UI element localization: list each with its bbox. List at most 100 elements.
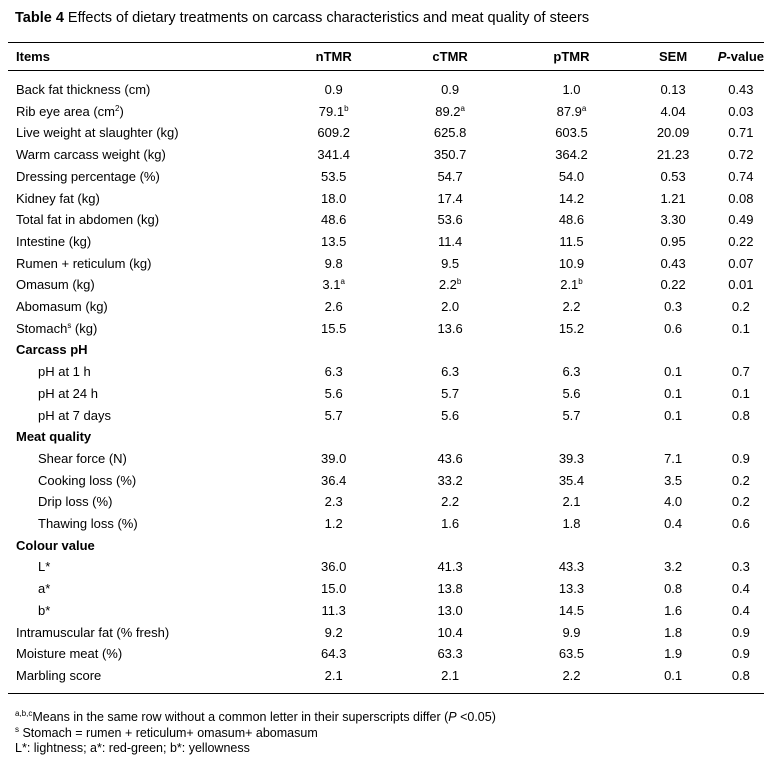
row-label-text: Intestine (kg) [16, 233, 92, 249]
cell-ntmr: 2.6 [282, 296, 386, 318]
table-row: Intestine (kg) 13.5 11.4 11.5 0.95 0.22 [8, 231, 764, 253]
cell-ntmr-value: 36.4 [321, 472, 347, 488]
cell-sem-value: 0.13 [660, 82, 686, 97]
cell-ntmr-value: 11.3 [321, 602, 346, 618]
cell-ptmr-value: 39.3 [558, 450, 585, 466]
cell-ptmr: 13.3 [515, 578, 629, 600]
row-label-suffix: ) [119, 103, 124, 119]
row-label-text: pH at 24 h [38, 385, 98, 401]
cell-ntmr: 53.5 [282, 166, 386, 188]
row-label-text: pH at 7 days [38, 407, 111, 423]
cell-pvalue: 0.07 [718, 253, 764, 275]
empty-cell [718, 535, 764, 557]
table-row: Abomasum (kg) 2.6 2.0 2.2 0.3 0.2 [8, 296, 764, 318]
cell-pvalue-value: 0.2 [731, 472, 750, 488]
cell-sem-value: 21.23 [656, 147, 690, 163]
table-label: Table 4 [15, 10, 64, 26]
row-label: Shear force (N) [8, 448, 282, 470]
empty-cell [386, 426, 515, 448]
cell-sem: 1.9 [628, 643, 717, 665]
row-label: Intestine (kg) [8, 231, 282, 253]
row-label: Rib eye area (cm2) [8, 101, 282, 123]
empty-cell [282, 535, 386, 557]
cell-sem-value: 0.53 [660, 168, 686, 184]
row-label-text: a* [38, 581, 51, 597]
cell-ntmr: 1.2 [282, 513, 386, 535]
table-row: L* 36.0 41.3 43.3 3.2 0.3 [8, 556, 764, 578]
table-row: Cooking loss (%) 36.4 33.2 35.4 3.5 0.2 [8, 470, 764, 492]
cell-ptmr: 87.9a [515, 101, 629, 123]
cell-sem: 0.8 [628, 578, 717, 600]
cell-ptmr-value: 54.0 [558, 168, 585, 184]
table-row: pH at 1 h 6.3 6.3 6.3 0.1 0.7 [8, 361, 764, 383]
cell-pvalue: 0.3 [718, 556, 764, 578]
row-label-superscript: 2 [114, 103, 120, 113]
cell-pvalue-value: 0.7 [731, 364, 750, 380]
row-label: Thawing loss (%) [8, 513, 282, 535]
table-row: Shear force (N) 39.0 43.6 39.3 7.1 0.9 [8, 448, 764, 470]
cell-ctmr-value: 2.0 [441, 299, 460, 315]
cell-pvalue: 0.2 [718, 491, 764, 513]
empty-cell [718, 426, 764, 448]
cell-sem-value: 0.3 [664, 299, 683, 315]
cell-sem-value: 4.04 [660, 103, 686, 119]
row-label: Cooking loss (%) [8, 470, 282, 492]
cell-pvalue: 0.6 [718, 513, 764, 535]
row-label: Intramuscular fat (% fresh) [8, 622, 282, 644]
cell-pvalue: 0.01 [718, 274, 764, 296]
table-row: Live weight at slaughter (kg) 609.2 625.8 6… [8, 122, 764, 144]
cell-ptmr: 2.1 [515, 491, 629, 513]
cell-sem-value: 0.95 [660, 233, 686, 249]
header-pvalue: P-value [718, 43, 764, 71]
cell-ntmr: 5.6 [282, 383, 386, 405]
empty-cell [718, 339, 764, 361]
cell-ptmr-value: 5.6 [562, 385, 581, 401]
table-row: Moisture meat (%) 64.3 63.3 63.5 1.9 0.9 [8, 643, 764, 665]
header-row: Items nTMR cTMR pTMR SEM P-value [8, 42, 764, 71]
cell-ctmr-value: 1.6 [441, 516, 460, 532]
cell-ntmr: 609.2 [282, 122, 386, 144]
cell-sem-value: 1.9 [664, 646, 683, 662]
cell-ptmr-value: 43.3 [558, 559, 585, 575]
row-label-text: Stomach [16, 320, 68, 336]
cell-ptmr-value: 1.8 [562, 516, 581, 532]
cell-ctmr: 1.6 [386, 513, 515, 535]
cell-sem: 0.6 [628, 318, 717, 340]
cell-pvalue: 0.74 [718, 166, 764, 188]
cell-ptmr-value: 15.2 [558, 320, 585, 336]
cell-pvalue: 0.2 [718, 296, 764, 318]
table-row: Drip loss (%) 2.3 2.2 2.1 4.0 0.2 [8, 491, 764, 513]
cell-ntmr-value: 15.0 [321, 581, 347, 597]
cell-ntmr: 341.4 [282, 144, 386, 166]
cell-ptmr: 1.0 [515, 71, 629, 101]
cell-sem-value: 0.1 [664, 385, 683, 401]
empty-cell [282, 426, 386, 448]
cell-sem: 0.1 [628, 361, 717, 383]
footnotes: a,b,cMeans in the same row without a com… [15, 710, 496, 757]
footnote-means-pre: Means in the same row without a common l… [32, 710, 449, 724]
cell-sem-value: 3.30 [660, 212, 686, 228]
row-label: Total fat in abdomen (kg) [8, 209, 282, 231]
cell-sem: 1.21 [628, 188, 717, 210]
cell-sem: 7.1 [628, 448, 717, 470]
row-label-text: Drip loss (%) [38, 494, 113, 510]
header-sem: SEM [659, 48, 688, 64]
cell-pvalue: 0.9 [718, 448, 764, 470]
cell-sem: 21.23 [628, 144, 717, 166]
row-label: Back fat thickness (cm) [8, 71, 282, 101]
cell-pvalue-value: 0.08 [728, 190, 754, 206]
cell-ntmr-value: 0.9 [324, 82, 343, 97]
cell-sem: 3.5 [628, 470, 717, 492]
cell-ctmr: 41.3 [386, 556, 515, 578]
cell-sem: 3.2 [628, 556, 717, 578]
section-label: Carcass pH [16, 342, 88, 358]
cell-ctmr-value: 33.2 [437, 472, 463, 488]
cell-pvalue: 0.49 [718, 209, 764, 231]
cell-ptmr: 10.9 [515, 253, 629, 275]
cell-ptmr-value: 2.2 [562, 667, 581, 683]
cell-ptmr: 15.2 [515, 318, 629, 340]
cell-ptmr-value: 2.2 [562, 299, 581, 315]
row-label-text: Rumen + reticulum (kg) [16, 255, 152, 271]
cell-pvalue-value: 0.1 [731, 320, 750, 336]
row-label: Moisture meat (%) [8, 643, 282, 665]
